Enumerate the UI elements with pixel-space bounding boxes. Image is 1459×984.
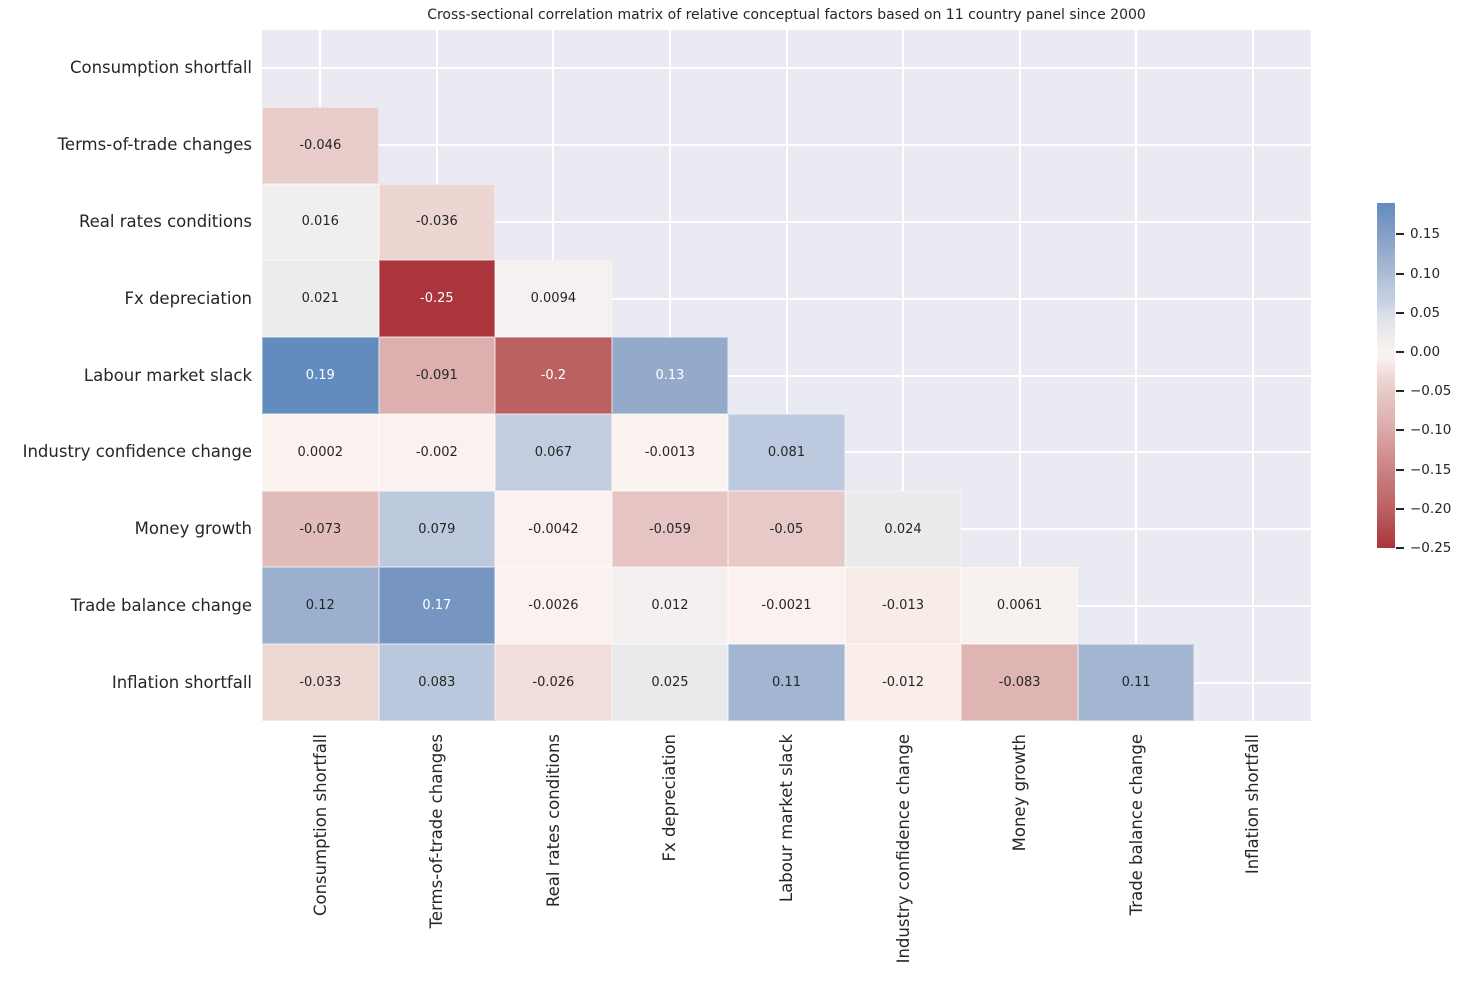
- gridline-vertical: [1251, 30, 1254, 721]
- gridline-vertical: [902, 30, 905, 721]
- heatmap-cell: -0.25: [378, 260, 496, 338]
- colorbar-tick: [1396, 429, 1404, 432]
- y-tick-label: Trade balance change: [70, 595, 252, 615]
- x-tick-label: Trade balance change: [1126, 734, 1146, 916]
- heatmap-cell: -0.0013: [611, 413, 729, 491]
- x-tick-label: Real rates conditions: [543, 734, 563, 908]
- heatmap-cell: 0.012: [611, 567, 729, 645]
- colorbar-tick: [1396, 311, 1404, 314]
- colorbar-tick-label: −0.10: [1410, 422, 1452, 439]
- heatmap-cell: -0.013: [844, 567, 962, 645]
- heatmap-cell: -0.036: [378, 183, 496, 261]
- heatmap-cell: -0.0026: [495, 567, 612, 645]
- heatmap-cell: 0.024: [844, 490, 962, 568]
- x-tick-label: Money growth: [1010, 734, 1030, 852]
- heatmap-cell: -0.0042: [495, 490, 612, 568]
- colorbar-tick: [1396, 547, 1404, 549]
- y-tick-label: Terms-of-trade changes: [57, 135, 252, 155]
- heatmap-cell: -0.012: [844, 644, 962, 721]
- colorbar-tick: [1396, 272, 1404, 275]
- y-tick-label: Consumption shortfall: [69, 58, 252, 78]
- heatmap-cell: -0.059: [611, 490, 729, 568]
- y-tick-label: Labour market slack: [83, 365, 252, 385]
- colorbar-tick-label: 0.10: [1410, 265, 1441, 282]
- heatmap-cell: -0.033: [262, 644, 379, 721]
- x-tick-label: Consumption shortfall: [310, 734, 330, 917]
- heatmap-cell: 0.079: [378, 490, 496, 568]
- heatmap-cell: -0.026: [495, 644, 612, 721]
- heatmap-cell: 0.19: [262, 337, 379, 414]
- heatmap-cell: 0.067: [495, 413, 612, 491]
- heatmap-cell: -0.05: [728, 490, 845, 568]
- colorbar-tick-label: 0.15: [1410, 226, 1441, 243]
- colorbar-tick-label: −0.15: [1410, 461, 1452, 478]
- heatmap-cell: 0.0002: [262, 413, 379, 491]
- heatmap-cell: 0.11: [728, 644, 845, 721]
- heatmap-cell: 0.021: [262, 260, 379, 338]
- colorbar-tick: [1396, 507, 1404, 510]
- x-tick-label: Inflation shortfall: [1243, 734, 1263, 875]
- colorbar-tick-label: −0.20: [1410, 500, 1452, 517]
- heatmap-cell: 0.11: [1077, 644, 1195, 721]
- x-tick-label: Terms-of-trade changes: [427, 734, 447, 929]
- heatmap-cell: -0.046: [262, 106, 379, 184]
- y-tick-label: Industry confidence change: [22, 442, 252, 462]
- heatmap-cell: 0.016: [262, 183, 379, 261]
- colorbar-tick: [1396, 390, 1404, 393]
- y-tick-label: Money growth: [134, 519, 252, 539]
- heatmap-cell: -0.083: [961, 644, 1078, 721]
- heatmap-cell: 0.083: [378, 644, 496, 721]
- colorbar-tick: [1396, 350, 1404, 353]
- colorbar-tick: [1396, 233, 1404, 236]
- y-tick-label: Fx depreciation: [124, 288, 252, 308]
- heatmap-cell: 0.17: [378, 567, 496, 645]
- heatmap-cell: 0.081: [728, 413, 845, 491]
- gridline-vertical: [1018, 30, 1021, 721]
- gridline-vertical: [1135, 30, 1138, 721]
- colorbar-tick: [1396, 468, 1404, 471]
- colorbar-tick-label: −0.05: [1410, 383, 1452, 400]
- heatmap-cell: -0.002: [378, 413, 496, 491]
- heatmap-cell: 0.13: [611, 337, 729, 414]
- heatmap-cell: -0.091: [378, 337, 496, 414]
- colorbar-tick-label: 0.05: [1410, 304, 1441, 321]
- colorbar-tick-label: 0.00: [1410, 343, 1441, 360]
- heatmap-cell: -0.0021: [728, 567, 845, 645]
- y-tick-label: Inflation shortfall: [111, 672, 252, 692]
- gridline-horizontal: [262, 374, 1311, 377]
- heatmap-cell: -0.073: [262, 490, 379, 568]
- chart-title: Cross-sectional correlation matrix of re…: [427, 7, 1146, 23]
- colorbar-gradient: [1377, 203, 1395, 548]
- heatmap-cell: 0.025: [611, 644, 729, 721]
- heatmap-cell: -0.2: [495, 337, 612, 414]
- heatmap-cell: 0.0061: [961, 567, 1078, 645]
- colorbar-tick-label: −0.25: [1410, 540, 1452, 556]
- x-tick-label: Industry confidence change: [893, 734, 913, 964]
- y-tick-label: Real rates conditions: [78, 211, 252, 231]
- heatmap-plot-area: -0.046 0.016 -0.036 0.021 -0.25 0.0094 0.19 -0.…: [262, 30, 1311, 721]
- x-tick-label: Fx depreciation: [660, 734, 680, 862]
- heatmap-cell: 0.12: [262, 567, 379, 645]
- heatmap-cell: 0.0094: [495, 260, 612, 338]
- x-tick-label: Labour market slack: [777, 734, 796, 903]
